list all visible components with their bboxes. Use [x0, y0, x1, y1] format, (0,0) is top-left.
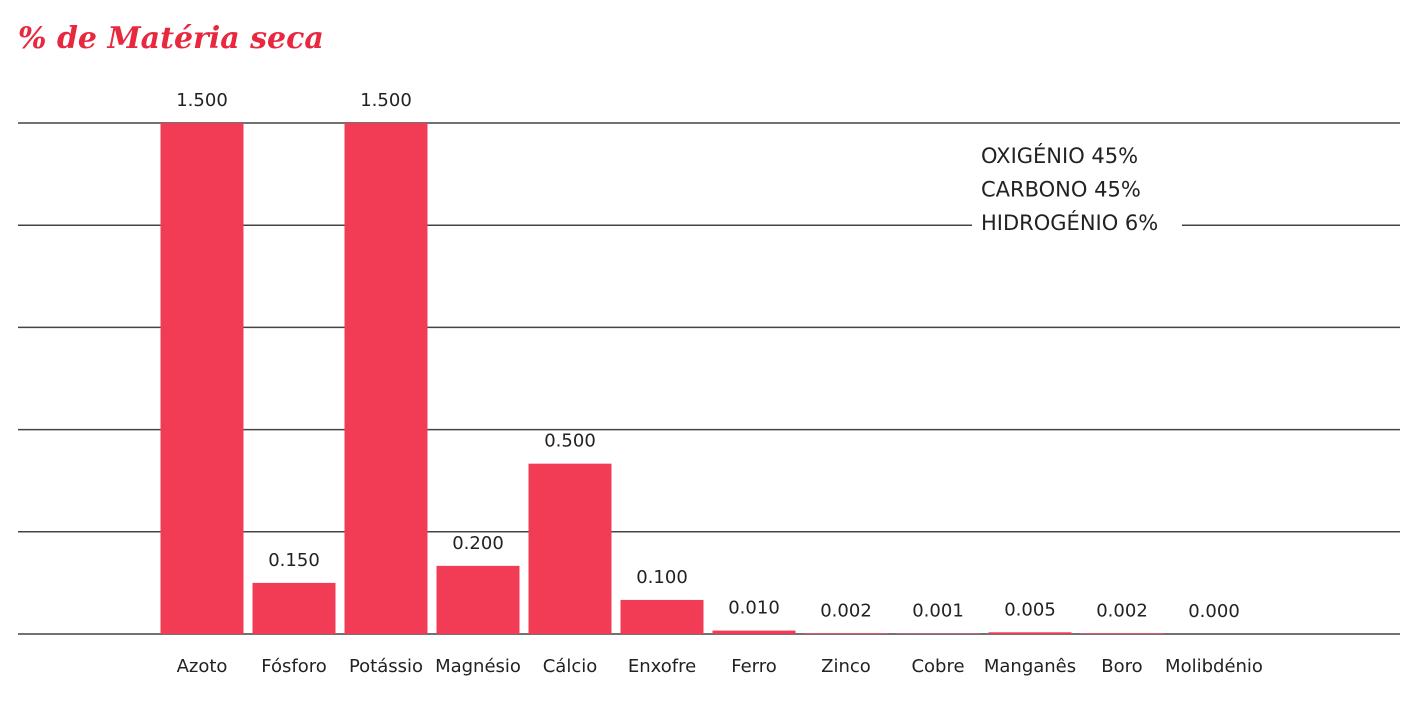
value-label: 0.001: [912, 601, 964, 622]
bar: [436, 565, 520, 634]
x-tick-label: Cálcio: [543, 656, 598, 677]
bar: [252, 582, 336, 634]
bar: [804, 633, 888, 634]
bar: [988, 632, 1072, 634]
annotation: HIDROGÉNIO 6%: [981, 210, 1158, 235]
x-tick-label: Magnésio: [435, 656, 521, 677]
x-tick-label: Ferro: [731, 656, 777, 677]
bar: [344, 123, 428, 634]
x-tick-label: Potássio: [349, 656, 423, 677]
value-label: 0.002: [820, 600, 872, 621]
value-label: 1.500: [360, 90, 412, 111]
value-label: 0.005: [1004, 599, 1056, 620]
bar: [160, 123, 244, 634]
value-label: 0.500: [544, 431, 596, 452]
value-label: 0.150: [268, 550, 320, 571]
x-tick-label: Fósforo: [261, 656, 326, 677]
chart-title: % de Matéria seca: [18, 21, 324, 56]
x-tick-label: Boro: [1101, 656, 1142, 677]
x-tick-label: Cobre: [911, 656, 964, 677]
bar: [528, 463, 612, 634]
value-label: 1.500: [176, 90, 228, 111]
x-tick-label: Enxofre: [628, 656, 696, 677]
x-tick-label: Azoto: [177, 656, 228, 677]
value-label: 0.002: [1096, 600, 1148, 621]
bar: [620, 599, 704, 634]
x-tick-label: Molibdénio: [1165, 656, 1263, 677]
x-tick-label: Manganês: [984, 656, 1076, 677]
value-label: 0.000: [1188, 601, 1240, 622]
annotation: CARBONO 45%: [981, 178, 1141, 202]
bar: [1080, 633, 1164, 634]
x-tick-label: Zinco: [821, 656, 871, 677]
value-label: 0.100: [636, 567, 688, 588]
annotation: OXIGÉNIO 45%: [981, 143, 1138, 168]
annotation-background: [972, 140, 1182, 238]
value-label: 0.010: [728, 598, 780, 619]
bar: [712, 630, 796, 634]
value-label: 0.200: [452, 533, 504, 554]
